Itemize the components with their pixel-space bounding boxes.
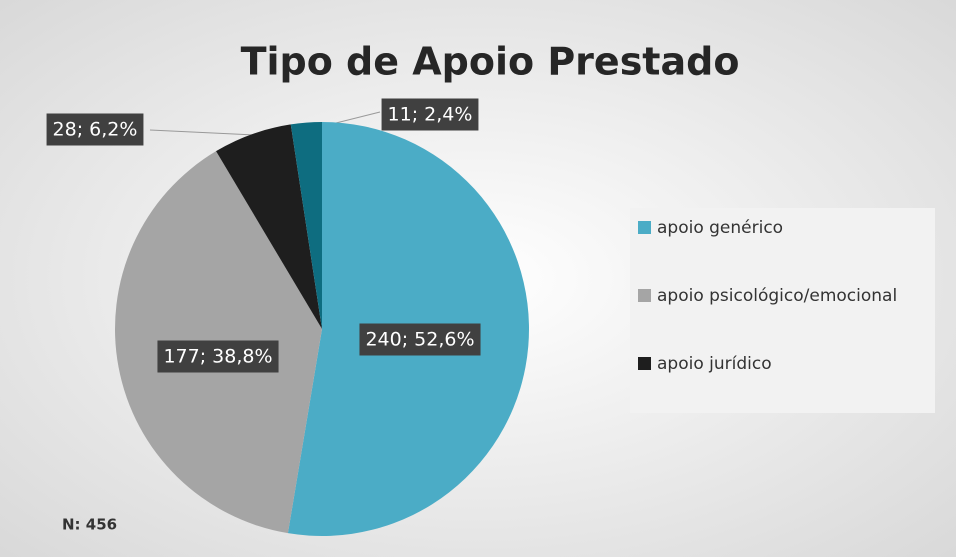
data-label: 240; 52,6%: [365, 329, 474, 351]
chart-title: Tipo de Apoio Prestado: [241, 40, 740, 84]
legend-label: apoio genérico: [657, 218, 783, 238]
pie-slice: [290, 122, 322, 329]
data-label: 11; 2,4%: [388, 104, 473, 126]
data-label-box: [46, 113, 144, 146]
legend-box: [630, 208, 935, 413]
legend-label: apoio psicológico/emocional: [657, 286, 897, 306]
data-label-box: [381, 98, 479, 131]
legend-label: apoio jurídico: [657, 354, 772, 374]
data-label: 28; 6,2%: [53, 119, 138, 141]
data-label-box: [157, 340, 279, 373]
legend-swatch: [638, 221, 651, 234]
pie-slice: [216, 124, 322, 330]
legend-swatch: [638, 357, 651, 370]
annotation: N: 456: [62, 516, 117, 534]
legend-swatch: [638, 289, 651, 302]
data-label: 177; 38,8%: [163, 346, 272, 368]
data-label-box: [359, 323, 481, 356]
